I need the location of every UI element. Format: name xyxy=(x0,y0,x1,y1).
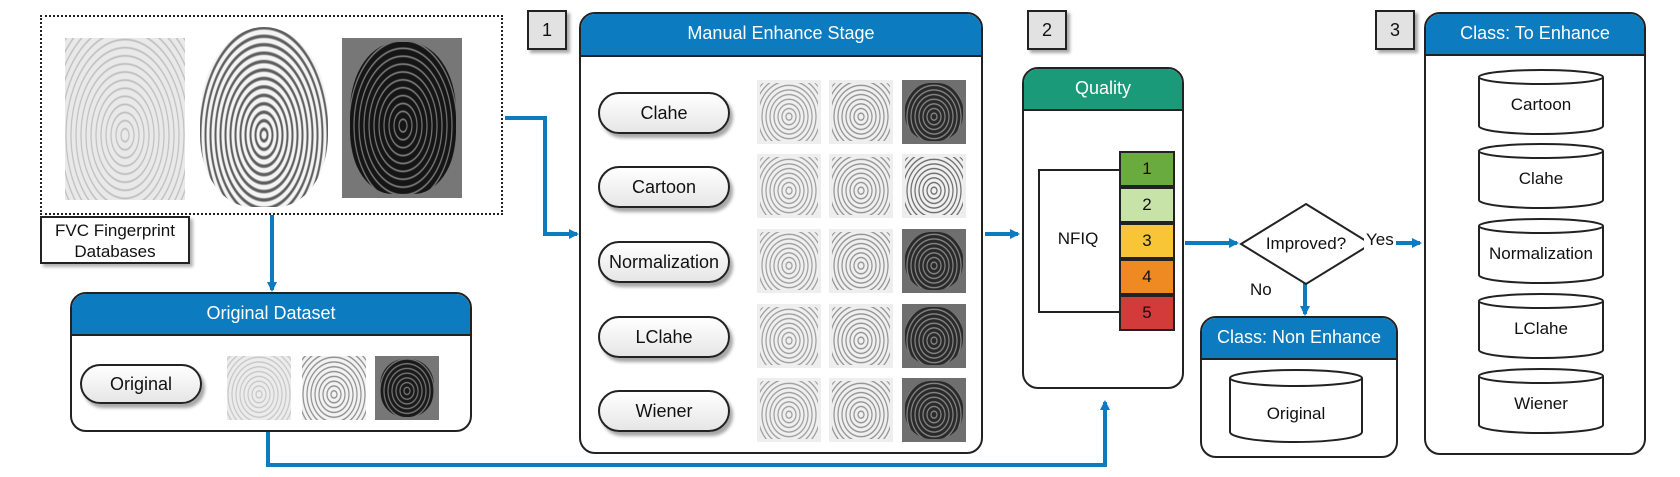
method-pill-wiener: Wiener xyxy=(598,390,730,432)
quality-panel: Quality NFIQ 1 2 3 4 5 xyxy=(1022,67,1184,389)
arrow-original-to-quality xyxy=(266,400,1110,467)
method-label-lclahe: LClahe xyxy=(635,327,693,347)
quality-level-1: 1 xyxy=(1119,151,1175,187)
quality-level-3: 3 xyxy=(1119,223,1175,259)
non-enhance-header: Class: Non Enhance xyxy=(1202,318,1396,360)
fingerprint-thumb xyxy=(829,229,893,293)
fingerprint-thumb xyxy=(902,304,966,368)
step-1-number: 1 xyxy=(541,20,552,40)
step-2-number: 2 xyxy=(1041,20,1052,40)
method-label-clahe: Clahe xyxy=(640,103,688,123)
fingerprint-thumb xyxy=(829,80,893,144)
fingerprint-thumb xyxy=(227,356,291,420)
quality-level-2: 2 xyxy=(1119,187,1175,223)
cylinder-clahe-label: Clahe xyxy=(1518,169,1564,188)
quality-level-5-value: 5 xyxy=(1142,303,1152,322)
fingerprint-thumb xyxy=(757,154,821,218)
method-label-normalization: Normalization xyxy=(608,252,720,272)
fingerprint-thumb xyxy=(829,378,893,442)
cylinder-cartoon-label: Cartoon xyxy=(1510,95,1572,114)
quality-level-2-value: 2 xyxy=(1142,195,1152,214)
cylinder-clahe: Clahe xyxy=(1477,142,1605,210)
method-pill-normalization: Normalization xyxy=(598,241,730,283)
fingerprint-thumb xyxy=(902,378,966,442)
fingerprint-thumb xyxy=(902,154,966,218)
non-enhance-title: Class: Non Enhance xyxy=(1216,327,1382,347)
manual-enhance-header: Manual Enhance Stage xyxy=(581,14,981,57)
nfiq-label: NFIQ xyxy=(1057,229,1099,248)
cylinder-cartoon: Cartoon xyxy=(1477,68,1605,136)
cylinder-wiener-label: Wiener xyxy=(1514,394,1568,413)
method-label-wiener: Wiener xyxy=(635,401,693,421)
method-pill-clahe: Clahe xyxy=(598,92,730,134)
quality-header: Quality xyxy=(1024,69,1182,111)
source-dotted-frame xyxy=(40,15,503,215)
fingerprint-thumb xyxy=(757,80,821,144)
manual-enhance-title: Manual Enhance Stage xyxy=(687,23,875,43)
method-pill-original: Original xyxy=(80,364,202,404)
decision-no-label: No xyxy=(1250,280,1272,299)
fingerprint-thumb xyxy=(375,356,439,420)
fingerprint-image-medium xyxy=(200,27,328,207)
method-label-cartoon: Cartoon xyxy=(631,177,697,197)
fingerprint-thumb xyxy=(902,229,966,293)
nfiq-box xyxy=(1038,169,1124,313)
fingerprint-thumb xyxy=(302,356,366,420)
fingerprint-thumb xyxy=(902,80,966,144)
original-dataset-header: Original Dataset xyxy=(72,294,470,336)
quality-level-1-value: 1 xyxy=(1142,159,1152,178)
fingerprint-thumb xyxy=(757,229,821,293)
source-label-box: FVC Fingerprint Databases xyxy=(40,216,190,264)
cylinder-lclahe: LClahe xyxy=(1477,292,1605,360)
decision-yes-label: Yes xyxy=(1364,230,1396,250)
step-3-badge: 3 xyxy=(1375,10,1415,50)
original-dataset-title: Original Dataset xyxy=(206,303,336,323)
quality-level-4-value: 4 xyxy=(1142,267,1152,286)
cylinder-normalization: Normalization xyxy=(1477,217,1605,285)
fingerprint-thumb xyxy=(757,304,821,368)
cylinder-original: Original xyxy=(1228,368,1364,444)
step-3-number: 3 xyxy=(1389,20,1400,40)
cylinder-wiener: Wiener xyxy=(1477,367,1605,435)
cylinder-normalization-label: Normalization xyxy=(1489,244,1593,263)
method-pill-lclahe: LClahe xyxy=(598,316,730,358)
original-dataset-panel: Original Dataset Original xyxy=(70,292,472,432)
fingerprint-thumb xyxy=(757,378,821,442)
cylinder-original-label: Original xyxy=(1266,404,1326,423)
fingerprint-image-light xyxy=(65,38,185,200)
method-label-original: Original xyxy=(109,374,173,394)
step-1-badge: 1 xyxy=(527,10,567,50)
step-2-badge: 2 xyxy=(1027,10,1067,50)
to-enhance-title: Class: To Enhance xyxy=(1460,23,1610,43)
method-pill-cartoon: Cartoon xyxy=(598,166,730,208)
source-label: FVC Fingerprint Databases xyxy=(55,221,175,261)
quality-level-4: 4 xyxy=(1119,259,1175,295)
fingerprint-thumb xyxy=(829,304,893,368)
fingerprint-image-dark xyxy=(342,38,462,198)
to-enhance-header: Class: To Enhance xyxy=(1426,14,1644,56)
quality-level-3-value: 3 xyxy=(1142,231,1152,250)
quality-scale: 1 2 3 4 5 xyxy=(1119,151,1175,331)
quality-level-5: 5 xyxy=(1119,295,1175,331)
decision-label: Improved? xyxy=(1265,234,1347,253)
arrow-source-to-manual xyxy=(505,116,579,239)
decision-diamond xyxy=(1239,202,1373,286)
quality-title: Quality xyxy=(1074,78,1132,98)
fingerprint-thumb xyxy=(829,154,893,218)
cylinder-lclahe-label: LClahe xyxy=(1514,319,1568,338)
